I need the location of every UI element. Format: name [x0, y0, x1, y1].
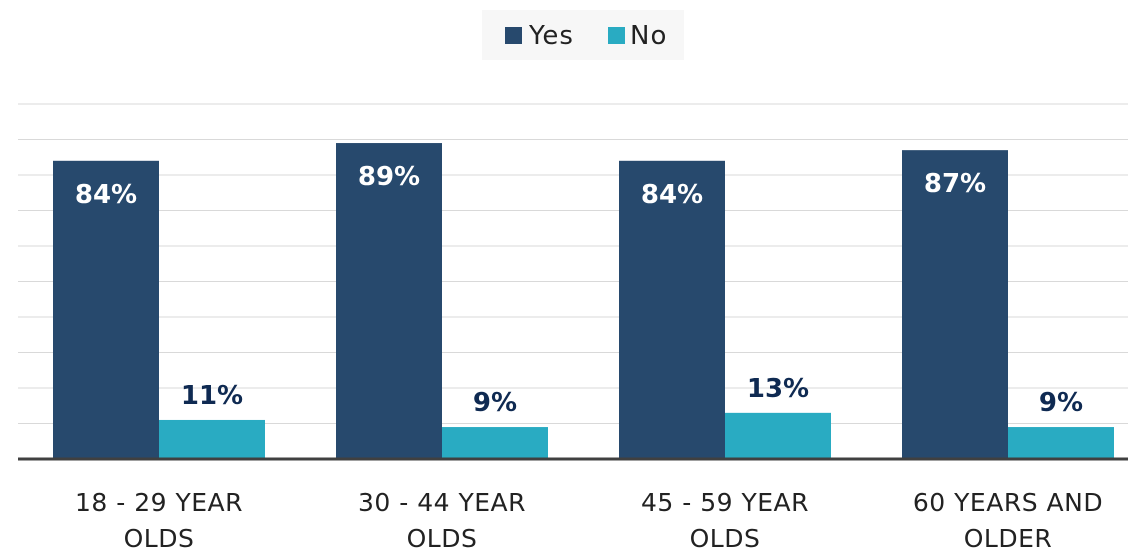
value-label-yes-1: 84%	[75, 180, 137, 210]
legend-label-no: No	[630, 21, 667, 51]
bar-no-1	[159, 419, 265, 459]
value-label-no-4: 9%	[1039, 388, 1083, 418]
category-label-1-line-2: OLDS	[124, 524, 195, 553]
bar-yes-2	[336, 143, 442, 460]
value-label-yes-2: 89%	[358, 162, 420, 192]
value-label-yes-4: 87%	[924, 169, 986, 199]
category-label-1-line-1: 18 - 29 YEAR	[75, 488, 243, 517]
value-label-no-3: 13%	[747, 374, 809, 404]
legend-label-yes: Yes	[528, 21, 574, 51]
value-label-yes-3: 84%	[641, 180, 703, 210]
legend: Yes No	[482, 10, 684, 60]
value-label-no-2: 9%	[473, 388, 517, 418]
category-label-3-line-1: 45 - 59 YEAR	[641, 488, 809, 517]
bar-yes-1	[53, 160, 159, 460]
category-label-3-line-2: OLDS	[690, 524, 761, 553]
bar-no-2	[442, 427, 548, 459]
category-label-4-line-2: OLDER	[964, 524, 1053, 553]
legend-swatch-no	[608, 27, 625, 44]
category-label-2-line-2: OLDS	[407, 524, 478, 553]
value-label-no-1: 11%	[181, 381, 243, 411]
bar-yes-4	[902, 150, 1008, 459]
bar-no-4	[1008, 427, 1114, 459]
category-label-4-line-1: 60 YEARS AND	[913, 488, 1103, 517]
category-label-2-line-1: 30 - 44 YEAR	[358, 488, 526, 517]
bars	[53, 143, 1114, 460]
value-labels: 84% 89% 84% 87% 11% 9% 13% 9%	[75, 162, 1083, 418]
bar-yes-3	[619, 160, 725, 460]
legend-swatch-yes	[505, 27, 522, 44]
bar-no-3	[725, 412, 831, 459]
category-labels: 18 - 29 YEAR OLDS 30 - 44 YEAR OLDS 45 - 59 …	[75, 488, 1103, 553]
